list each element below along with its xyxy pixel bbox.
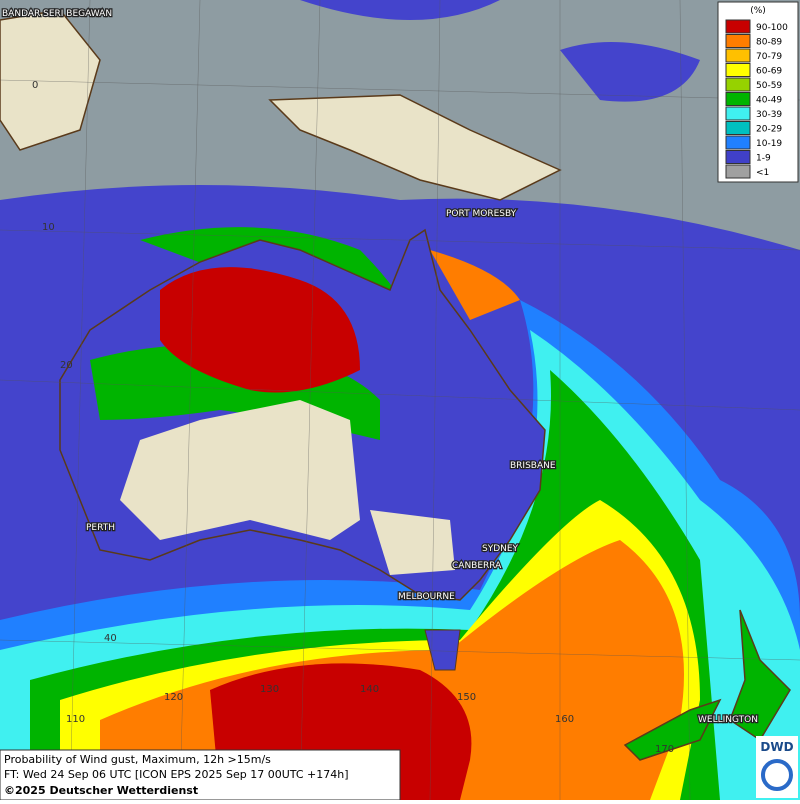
legend-label: 20-29 (756, 125, 782, 135)
city-label: PERTH (86, 523, 115, 533)
logo: DWD (760, 740, 793, 754)
city-label: CANBERRA (452, 561, 502, 571)
logo-icon (761, 759, 793, 791)
legend-label: 80-89 (756, 38, 782, 48)
legend-swatch (725, 63, 751, 77)
city-label: PORT MORESBY (446, 209, 517, 219)
lat-label: 10 (42, 222, 55, 233)
lon-label: 170 (655, 744, 674, 755)
legend-title: (%) (750, 6, 766, 16)
lon-label: 130 (260, 684, 279, 695)
field-1-9 (300, 0, 700, 102)
lon-label: 150 (457, 692, 476, 703)
city-label: BRISBANE (510, 461, 556, 471)
city-label: BANDAR SERI BEGAWAN (2, 9, 112, 19)
legend-swatch (725, 77, 751, 92)
lon-label: 110 (66, 714, 85, 725)
legend-label: <1 (756, 168, 769, 178)
legend: (%) 90-100 80-89 70-79 60-69 50-59 40-49 30-39… (717, 1, 799, 183)
legend-swatch (725, 92, 751, 106)
cities: BANDAR SERI BEGAWAN PORT MORESBY BRISBAN… (1, 8, 759, 727)
lon-label: 140 (360, 684, 379, 695)
legend-swatch (725, 48, 751, 63)
footer-text: ©2025 Deutscher Wetterdienst (4, 784, 198, 797)
lon-label: 120 (164, 692, 183, 703)
legend-label: 60-69 (756, 67, 782, 77)
legend-label: 70-79 (756, 52, 782, 62)
land (370, 510, 455, 575)
legend-swatch (725, 19, 751, 34)
legend-label: 1-9 (756, 154, 771, 164)
field-90-100 (160, 267, 360, 393)
city-label: SYDNEY (482, 544, 519, 554)
city-label: MELBOURNE (398, 592, 455, 602)
legend-swatch (725, 135, 751, 150)
legend-swatch (725, 150, 751, 164)
city-label: WELLINGTON (698, 715, 758, 725)
lat-label: 0 (32, 80, 38, 91)
legend-swatch (725, 106, 751, 121)
footer-text: Probability of Wind gust, Maximum, 12h >… (4, 753, 271, 766)
legend-swatch (725, 34, 751, 48)
legend-swatch (725, 164, 751, 179)
footer-box (0, 749, 401, 801)
field-80-89 (430, 250, 520, 320)
legend-swatch (725, 121, 751, 135)
lon-label: 160 (555, 714, 574, 725)
grid-labels: 0 10 20 40 110 120 130 140 150 160 170 (32, 80, 674, 755)
lat-label: 20 (60, 360, 73, 371)
lat-label: 40 (104, 633, 117, 644)
legend-label: 10-19 (756, 139, 782, 149)
legend-label: 90-100 (756, 23, 788, 33)
legend-label: 50-59 (756, 81, 782, 91)
land (120, 400, 360, 540)
borneo (0, 9, 101, 151)
footer-text: FT: Wed 24 Sep 06 UTC [ICON EPS 2025 Sep… (4, 768, 349, 781)
legend-label: 30-39 (756, 110, 782, 120)
legend-label: 40-49 (756, 96, 782, 106)
